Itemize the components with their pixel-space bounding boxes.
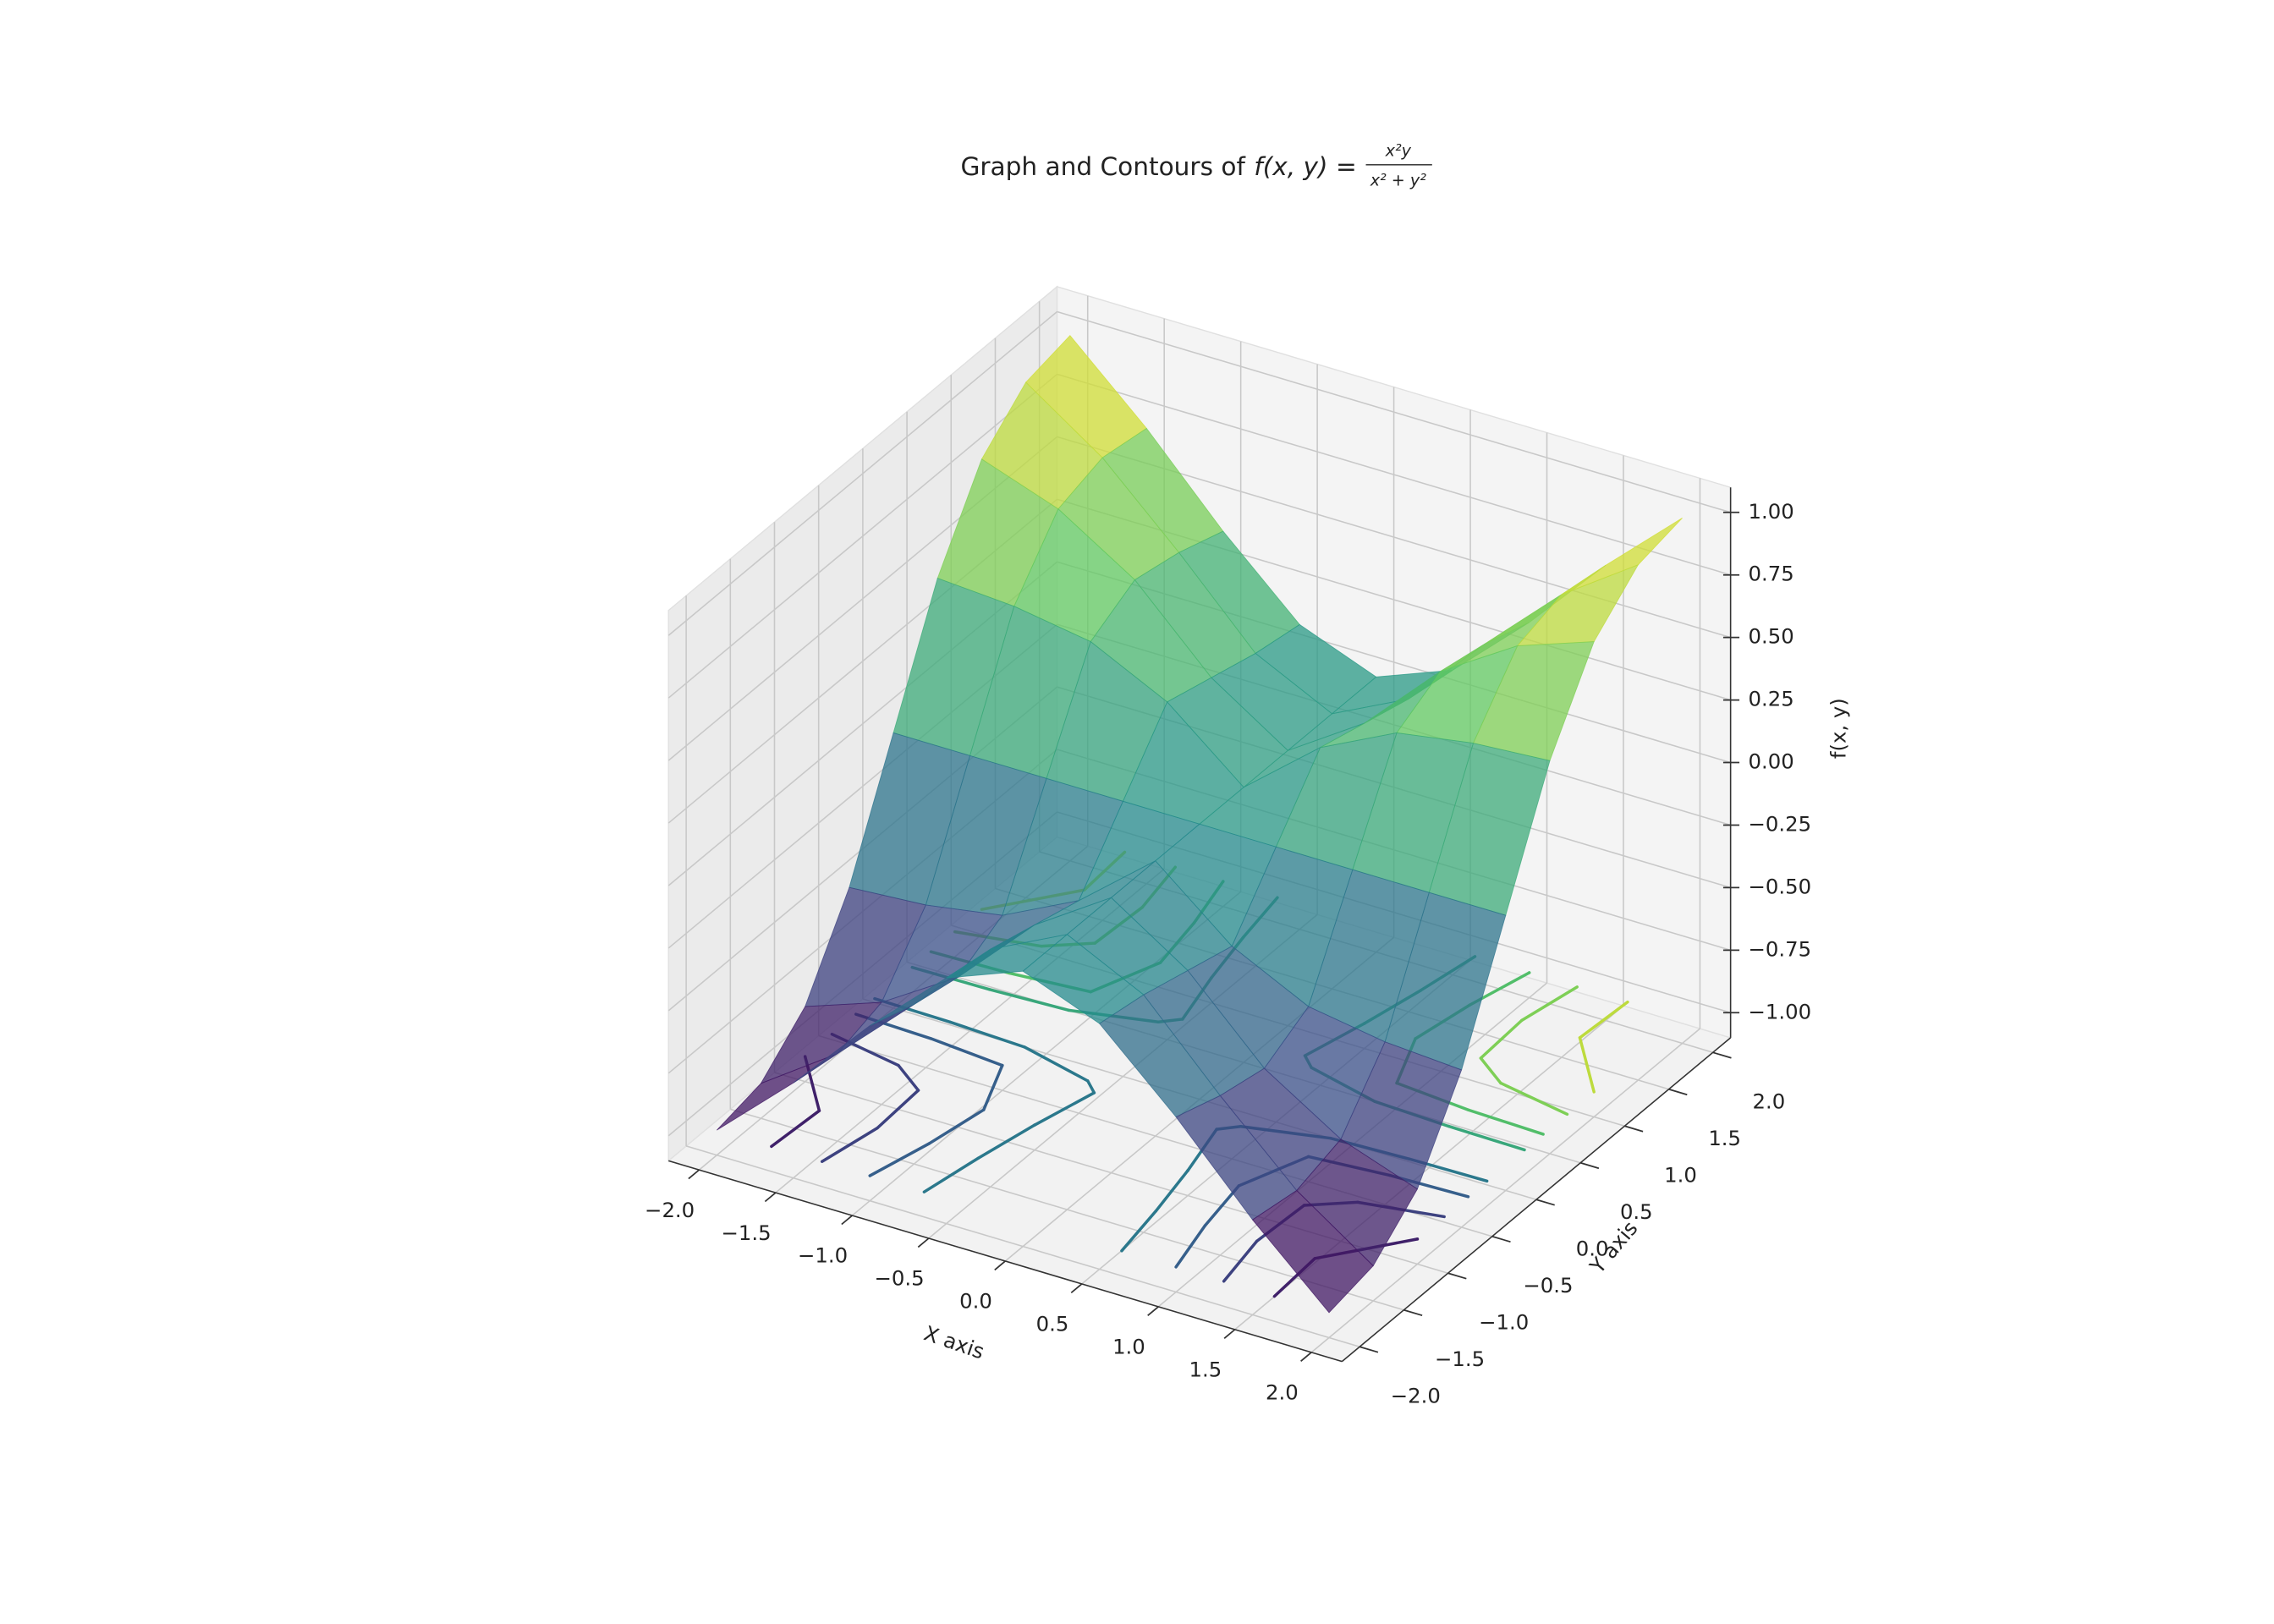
y-tick-label: 0.5	[1620, 1199, 1653, 1224]
y-tick-label: −0.5	[1523, 1273, 1573, 1298]
y-tick-label: 0.0	[1576, 1236, 1609, 1260]
contour-line	[1499, 1081, 1569, 1116]
contour-line	[987, 988, 1070, 1012]
y-tick	[1447, 1272, 1467, 1280]
x-tick-label: 0.0	[959, 1289, 992, 1314]
z-tick-label: 0.25	[1749, 687, 1794, 711]
chart-title: Graph and Contours of	[960, 152, 1245, 181]
x-tick-label: 0.5	[1036, 1312, 1069, 1336]
contour-line	[1023, 1045, 1090, 1083]
plot-area: −2.0−1.5−1.0−0.50.00.51.01.52.0 −2.0−1.5−…	[645, 285, 1812, 1407]
x-tick	[1070, 1283, 1083, 1294]
y-tick	[1403, 1309, 1423, 1317]
x-tick-label: 2.0	[1266, 1380, 1299, 1405]
title-function: f(x, y) =	[1254, 152, 1356, 181]
grid-line	[1057, 373, 1731, 576]
grid-line	[667, 310, 1058, 636]
grid-line	[1057, 310, 1731, 513]
z-tick-label: 0.00	[1749, 749, 1794, 774]
contour-line	[1466, 1108, 1545, 1136]
title-denominator: x² + y²	[1370, 170, 1426, 189]
x-tick	[1223, 1329, 1236, 1339]
contour-line	[1447, 1124, 1526, 1152]
contour-line	[929, 1037, 1004, 1067]
y-tick-label: −2.0	[1391, 1383, 1441, 1407]
contour-line	[927, 1108, 986, 1145]
grid-line	[667, 373, 1058, 699]
z-tick-label: −1.00	[1749, 999, 1812, 1023]
y-tick	[1668, 1088, 1688, 1096]
x-tick-label: −2.0	[645, 1198, 695, 1222]
x-tick-label: 1.5	[1189, 1358, 1222, 1382]
x-tick	[841, 1215, 853, 1226]
x-tick-label: −1.5	[722, 1221, 772, 1245]
contour-line	[1033, 1091, 1096, 1127]
contour-line	[897, 1063, 920, 1092]
y-tick-label: 1.5	[1708, 1126, 1741, 1150]
contour-line	[982, 1063, 1004, 1111]
z-tick-label: 1.00	[1749, 499, 1794, 524]
contour-line	[948, 1020, 1026, 1049]
surface-patch	[1251, 1189, 1374, 1314]
y-tick	[1535, 1199, 1555, 1206]
contour-line	[868, 1142, 931, 1177]
contour-line	[1578, 1000, 1629, 1040]
title-numerator: x²y	[1385, 141, 1412, 161]
z-tick-label: 0.75	[1749, 562, 1794, 586]
z-tick-label: −0.25	[1749, 811, 1812, 836]
contour-line	[820, 1126, 879, 1163]
x-axis-label: X axis	[921, 1320, 988, 1363]
contour-line	[976, 1123, 1036, 1160]
y-tick	[1359, 1346, 1379, 1353]
x-tick	[917, 1237, 930, 1248]
x-tick-label: 1.0	[1112, 1335, 1145, 1359]
contour-line	[876, 1089, 920, 1130]
y-tick	[1624, 1125, 1644, 1133]
x-tick	[994, 1260, 1006, 1271]
contour-line	[1578, 1036, 1596, 1094]
x-tick	[764, 1192, 777, 1203]
z-tick-label: 0.50	[1749, 624, 1794, 649]
y-tick	[1491, 1235, 1511, 1243]
grid-line	[685, 1145, 1360, 1347]
y-tick-label: 1.0	[1664, 1162, 1697, 1187]
contour-line	[1479, 1018, 1524, 1060]
contour-line	[1479, 1056, 1502, 1085]
contour-line	[1154, 1169, 1189, 1213]
contour-line	[1222, 1239, 1259, 1283]
contour-line	[1085, 1079, 1096, 1095]
contour-line	[1120, 1210, 1158, 1253]
contour-line	[1174, 1224, 1207, 1269]
z-tick-label: −0.75	[1749, 936, 1812, 961]
x-tick	[688, 1169, 700, 1180]
y-tick	[1579, 1161, 1600, 1170]
x-tick-label: −1.0	[798, 1243, 848, 1268]
x-tick	[1147, 1306, 1159, 1317]
contour-line	[922, 1156, 980, 1193]
contour-line	[1520, 985, 1579, 1023]
grid-line	[730, 1108, 1404, 1311]
z-axis-label: f(x, y)	[1826, 698, 1851, 759]
y-tick-label: −1.0	[1479, 1309, 1529, 1334]
y-tick-label: 2.0	[1753, 1089, 1786, 1113]
x-tick	[1300, 1352, 1312, 1362]
z-tick-label: −0.50	[1749, 874, 1812, 898]
y-tick-label: −1.5	[1435, 1347, 1485, 1371]
x-tick-label: −0.5	[874, 1266, 924, 1291]
y-tick	[1712, 1051, 1732, 1059]
contour-line	[770, 1109, 821, 1149]
